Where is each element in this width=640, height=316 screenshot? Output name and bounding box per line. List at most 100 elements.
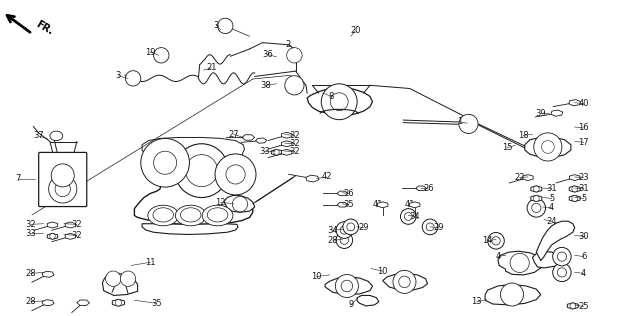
Circle shape: [215, 154, 256, 195]
Text: 5: 5: [581, 194, 586, 203]
Circle shape: [141, 138, 189, 187]
Circle shape: [401, 209, 416, 224]
Text: 40: 40: [579, 99, 589, 108]
Ellipse shape: [153, 208, 173, 222]
Polygon shape: [569, 195, 580, 202]
Circle shape: [541, 141, 554, 153]
Polygon shape: [337, 191, 348, 196]
Circle shape: [106, 271, 121, 286]
Text: 38: 38: [260, 81, 271, 90]
Text: 6: 6: [581, 252, 586, 261]
Text: 26: 26: [424, 185, 434, 193]
Polygon shape: [383, 273, 428, 290]
Text: 33: 33: [259, 147, 269, 156]
Text: 3: 3: [214, 21, 219, 30]
Text: 24: 24: [547, 217, 557, 226]
Circle shape: [404, 213, 412, 220]
Circle shape: [500, 283, 524, 306]
Text: 4: 4: [549, 204, 554, 212]
Polygon shape: [569, 186, 580, 192]
Polygon shape: [551, 110, 563, 116]
Text: 28: 28: [26, 297, 36, 306]
Text: 9: 9: [348, 301, 353, 309]
Polygon shape: [142, 224, 238, 234]
Text: 13: 13: [472, 297, 482, 306]
Text: 10: 10: [378, 267, 388, 276]
Circle shape: [218, 18, 233, 33]
Polygon shape: [485, 284, 541, 305]
Circle shape: [232, 197, 248, 212]
Polygon shape: [65, 222, 76, 228]
Ellipse shape: [148, 205, 179, 226]
Text: 16: 16: [579, 124, 589, 132]
Text: 27: 27: [228, 130, 239, 139]
Circle shape: [570, 303, 576, 309]
Polygon shape: [47, 234, 58, 239]
Circle shape: [285, 76, 304, 95]
Ellipse shape: [180, 208, 201, 222]
Circle shape: [154, 151, 177, 174]
Text: 31: 31: [579, 185, 589, 193]
Text: 25: 25: [579, 302, 589, 311]
Circle shape: [341, 280, 353, 292]
Text: 32: 32: [72, 231, 82, 240]
Polygon shape: [306, 175, 319, 182]
Polygon shape: [282, 149, 292, 155]
Polygon shape: [570, 175, 580, 180]
Text: 35: 35: [152, 299, 162, 308]
Polygon shape: [531, 195, 542, 202]
Text: 39: 39: [536, 109, 546, 118]
Circle shape: [321, 84, 357, 120]
Polygon shape: [523, 175, 533, 180]
Text: 22: 22: [515, 173, 525, 182]
Circle shape: [175, 144, 228, 198]
Text: 32: 32: [289, 131, 300, 140]
Polygon shape: [525, 137, 571, 157]
Text: 37: 37: [33, 131, 44, 140]
Text: 32: 32: [26, 220, 36, 229]
Polygon shape: [142, 137, 244, 158]
Text: 10: 10: [312, 272, 322, 281]
Text: 1: 1: [457, 117, 462, 126]
Ellipse shape: [175, 205, 206, 226]
Text: 4: 4: [495, 252, 500, 261]
Text: 28: 28: [328, 236, 338, 245]
Polygon shape: [410, 202, 420, 208]
Circle shape: [115, 300, 122, 306]
Text: 12: 12: [216, 198, 226, 207]
Circle shape: [533, 186, 539, 192]
Polygon shape: [42, 271, 54, 277]
Text: 36: 36: [262, 50, 273, 59]
Circle shape: [49, 175, 77, 203]
Circle shape: [557, 268, 566, 277]
Circle shape: [527, 199, 545, 217]
Circle shape: [340, 226, 348, 234]
Polygon shape: [77, 300, 90, 306]
Circle shape: [274, 149, 279, 155]
Polygon shape: [242, 135, 255, 140]
Text: 20: 20: [350, 27, 360, 35]
Text: 42: 42: [321, 173, 332, 181]
Circle shape: [335, 275, 358, 297]
Text: 35: 35: [344, 200, 354, 209]
Circle shape: [343, 219, 358, 235]
Circle shape: [492, 237, 500, 245]
Circle shape: [186, 155, 218, 187]
Circle shape: [572, 186, 578, 192]
Circle shape: [55, 181, 70, 197]
Text: 8: 8: [329, 92, 334, 101]
Circle shape: [557, 252, 566, 261]
Circle shape: [154, 48, 169, 63]
Polygon shape: [337, 203, 348, 207]
Text: 18: 18: [518, 131, 529, 140]
Polygon shape: [47, 222, 58, 228]
Polygon shape: [42, 300, 54, 306]
Polygon shape: [282, 132, 292, 138]
Text: 19: 19: [145, 48, 156, 57]
Polygon shape: [536, 221, 575, 261]
FancyBboxPatch shape: [38, 152, 87, 207]
Text: 34: 34: [410, 212, 420, 221]
Text: 41: 41: [372, 200, 383, 209]
Circle shape: [226, 165, 245, 184]
Text: 5: 5: [549, 194, 554, 203]
